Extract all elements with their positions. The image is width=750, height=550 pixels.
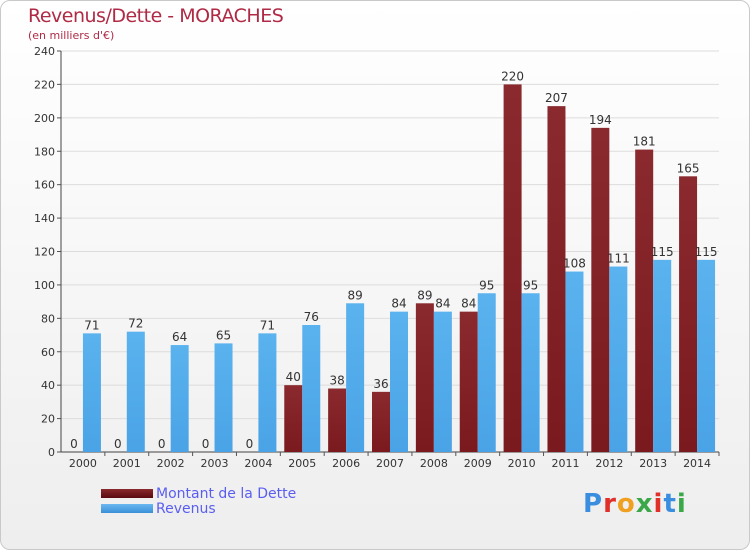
proxiti-logo: Proxiti: [583, 489, 687, 519]
data-label-debt: 40: [286, 370, 301, 384]
data-label-revenue: 115: [651, 245, 674, 259]
data-label-debt: 36: [373, 377, 388, 391]
bar-revenue: [170, 345, 189, 452]
data-label-debt: 38: [329, 374, 344, 388]
bar-revenue: [126, 331, 145, 452]
logo-letter: x: [635, 489, 654, 519]
bar-debt: [591, 127, 610, 452]
x-tick-label: 2011: [551, 457, 579, 470]
y-tick-label: 40: [41, 379, 55, 392]
data-label-revenue: 71: [260, 318, 275, 332]
x-tick-label: 2014: [683, 457, 711, 470]
data-label-revenue: 89: [347, 288, 362, 302]
data-label-revenue: 84: [435, 297, 450, 311]
y-tick-label: 220: [34, 78, 55, 91]
data-label-revenue: 65: [216, 328, 231, 342]
bar-revenue: [82, 333, 101, 452]
data-label-debt: 207: [545, 91, 568, 105]
y-tick-label: 100: [34, 279, 55, 292]
data-label-debt: 220: [501, 69, 524, 83]
bar-debt: [415, 303, 434, 452]
bar-revenue: [653, 259, 672, 452]
x-tick-label: 2012: [595, 457, 623, 470]
data-label-debt: 194: [589, 113, 612, 127]
x-tick-label: 2006: [332, 457, 360, 470]
bar-revenue: [346, 303, 365, 452]
logo-letter: P: [583, 489, 604, 519]
data-label-revenue: 95: [523, 278, 538, 292]
data-label-debt: 181: [633, 135, 656, 149]
x-tick-label: 2000: [69, 457, 97, 470]
data-label-revenue: 72: [128, 317, 143, 331]
bar-revenue: [565, 271, 584, 452]
y-tick-label: 180: [34, 145, 55, 158]
data-label-revenue: 108: [563, 257, 586, 271]
bar-revenue: [697, 259, 716, 452]
x-tick-label: 2009: [464, 457, 492, 470]
data-label-revenue: 95: [479, 278, 494, 292]
bar-debt: [284, 385, 303, 452]
data-label-revenue: 84: [391, 297, 406, 311]
legend-label-debt: Montant de la Dette: [156, 486, 297, 502]
data-label-debt: 0: [158, 437, 166, 451]
x-tick-label: 2003: [201, 457, 229, 470]
y-tick-label: 160: [34, 179, 55, 192]
data-label-debt: 84: [461, 297, 476, 311]
y-tick-label: 60: [41, 346, 55, 359]
data-label-revenue: 76: [304, 310, 319, 324]
x-tick-label: 2007: [376, 457, 404, 470]
y-tick-label: 0: [48, 446, 55, 459]
bar-revenue: [214, 343, 233, 452]
data-label-debt: 0: [246, 437, 254, 451]
x-tick-label: 2013: [639, 457, 667, 470]
bar-revenue: [477, 293, 496, 452]
y-tick-label: 20: [41, 413, 55, 426]
x-tick-label: 2001: [113, 457, 141, 470]
data-label-revenue: 64: [172, 330, 187, 344]
data-label-debt: 0: [70, 437, 78, 451]
bar-debt: [635, 149, 654, 452]
chart-subtitle: (en milliers d'€): [28, 29, 115, 42]
logo-letter: i: [653, 489, 664, 519]
bar-revenue: [433, 311, 452, 452]
x-tick-label: 2005: [288, 457, 316, 470]
bar-debt: [503, 84, 522, 453]
data-label-debt: 0: [202, 437, 210, 451]
legend-swatch-revenue: [101, 504, 153, 513]
data-label-debt: 89: [417, 288, 432, 302]
bar-debt: [679, 176, 698, 452]
y-tick-label: 140: [34, 212, 55, 225]
legend-swatch-debt: [101, 489, 153, 498]
data-label-debt: 0: [114, 437, 122, 451]
y-tick-label: 240: [34, 45, 55, 58]
bar-debt: [459, 311, 478, 452]
y-tick-label: 200: [34, 112, 55, 125]
legend-label-revenue: Revenus: [156, 501, 216, 517]
bar-revenue: [302, 325, 321, 452]
bar-revenue: [521, 293, 540, 452]
logo-letter: i: [676, 489, 687, 519]
y-tick-label: 120: [34, 246, 55, 259]
data-label-revenue: 115: [695, 245, 718, 259]
bar-debt: [372, 391, 390, 452]
bar-debt: [328, 388, 347, 452]
x-tick-label: 2010: [508, 457, 536, 470]
data-label-revenue: 111: [607, 252, 630, 266]
bar-revenue: [609, 266, 628, 452]
x-tick-label: 2002: [157, 457, 185, 470]
bar-revenue: [258, 333, 277, 452]
bar-debt: [547, 106, 566, 452]
x-tick-label: 2004: [244, 457, 272, 470]
data-label-revenue: 71: [84, 318, 99, 332]
bar-revenue: [390, 311, 408, 452]
logo-letter: r: [603, 489, 617, 519]
data-label-debt: 165: [677, 161, 700, 175]
chart-title: Revenus/Dette - MORACHES: [28, 5, 284, 27]
x-tick-label: 2008: [420, 457, 448, 470]
logo-letter: t: [663, 489, 677, 519]
y-tick-label: 80: [41, 312, 55, 325]
logo-letter: o: [616, 489, 636, 519]
